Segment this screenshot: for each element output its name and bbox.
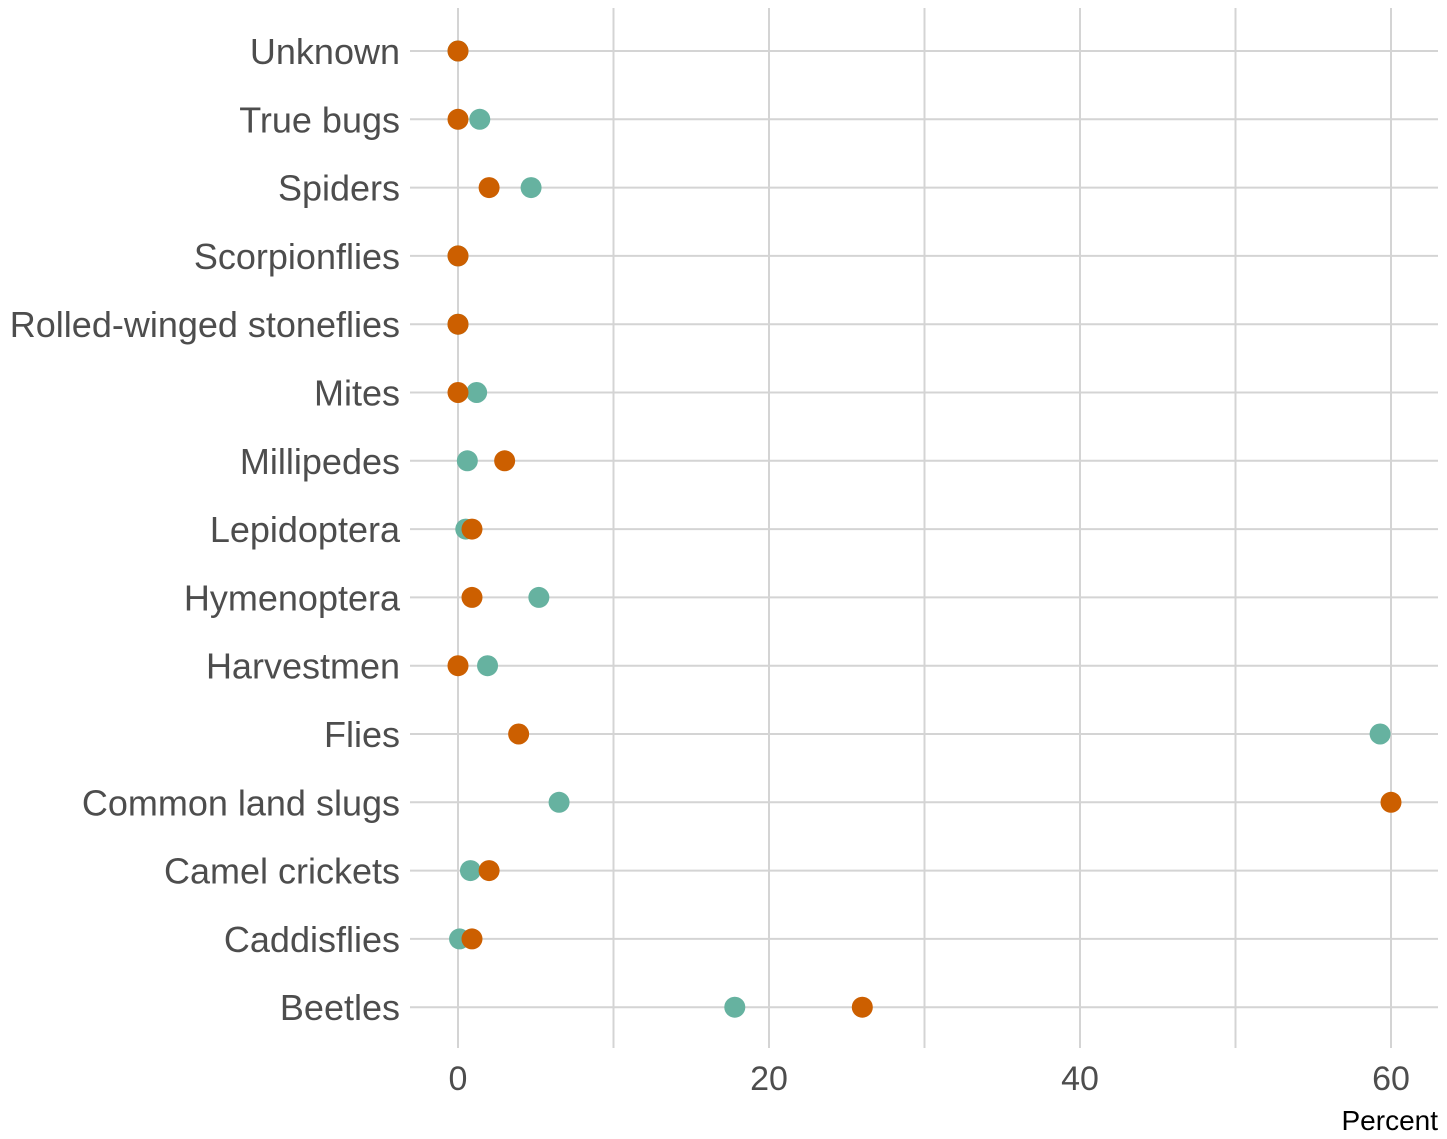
data-point-series-1 (548, 791, 570, 813)
category-label: Hymenoptera (184, 577, 401, 618)
category-label: Rolled-winged stoneflies (10, 304, 400, 345)
data-points (447, 40, 1402, 1018)
category-label: Harvestmen (206, 646, 400, 687)
data-point-series-1 (477, 655, 499, 677)
data-point-series-2 (1380, 791, 1402, 813)
data-point-series-2 (447, 382, 469, 403)
x-tick-labels: 0 20 40 60 (449, 1060, 1410, 1098)
data-point-series-2 (447, 40, 469, 62)
data-point-series-1 (469, 108, 491, 130)
data-point-series-1 (456, 450, 478, 472)
x-tick-label: 20 (750, 1060, 788, 1098)
data-point-series-2 (478, 860, 500, 882)
data-point-series-2 (447, 313, 469, 335)
data-point-series-2 (447, 655, 469, 677)
category-label: Unknown (250, 31, 400, 72)
x-tick-label: 40 (1061, 1060, 1099, 1098)
category-label: Millipedes (240, 441, 400, 482)
x-tick-label: 0 (449, 1060, 468, 1098)
category-labels: Unknown True bugs Spiders Scorpionflies Roll… (10, 31, 401, 1028)
category-label: True bugs (239, 99, 400, 140)
data-point-series-1 (1369, 723, 1391, 745)
data-point-series-1 (724, 996, 746, 1018)
data-point-series-2 (478, 177, 500, 199)
category-label: Camel crickets (164, 851, 400, 892)
category-label: Scorpionflies (194, 236, 400, 277)
category-label: Beetles (280, 987, 400, 1028)
data-point-series-2 (461, 928, 483, 950)
data-point-series-1 (459, 860, 481, 882)
data-point-series-1 (520, 177, 542, 199)
data-point-series-2 (508, 723, 530, 745)
x-tick-label: 60 (1372, 1060, 1410, 1098)
data-point-series-2 (461, 586, 483, 608)
data-point-series-1 (528, 586, 550, 608)
x-axis-title: Percent (1342, 1105, 1439, 1136)
category-label: Spiders (278, 168, 400, 209)
data-point-series-2 (447, 245, 469, 267)
data-point-series-2 (461, 518, 483, 540)
category-label: Caddisflies (224, 919, 400, 960)
data-point-series-2 (494, 450, 516, 472)
category-label: Common land slugs (82, 782, 400, 823)
grid-lines (410, 8, 1438, 1048)
data-point-series-1 (466, 382, 488, 403)
data-point-series-2 (447, 108, 469, 130)
data-point-series-2 (851, 996, 873, 1018)
category-label: Flies (324, 714, 400, 755)
category-label: Lepidoptera (210, 509, 401, 550)
category-label: Mites (314, 373, 400, 414)
